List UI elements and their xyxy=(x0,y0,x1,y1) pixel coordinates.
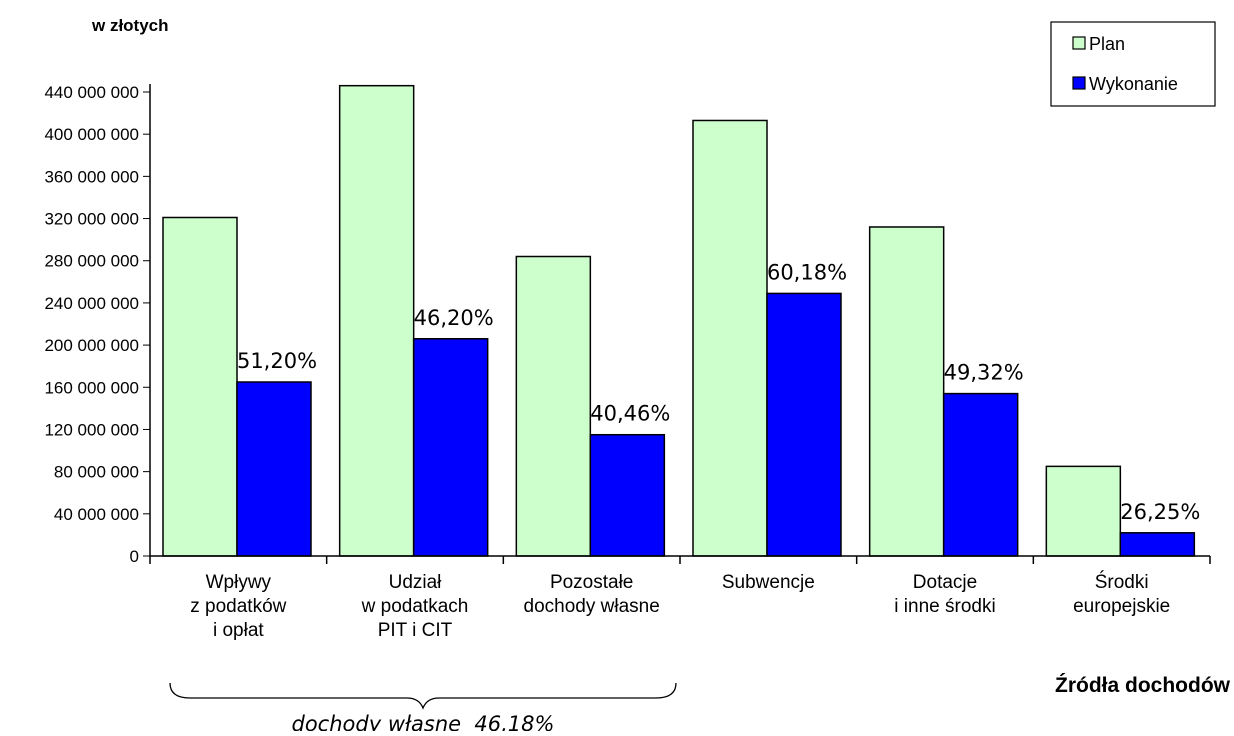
legend-label: Plan xyxy=(1089,34,1125,54)
legend-swatch xyxy=(1072,36,1086,50)
y-tick-label: 240 000 000 xyxy=(44,294,139,313)
wykonanie-bar xyxy=(412,338,489,557)
x-axis-title: Źródła dochodów xyxy=(1055,674,1231,697)
category-label-line: Subwencje xyxy=(722,572,815,593)
category-label-line: Pozostałe xyxy=(550,572,633,593)
wykonanie-bar xyxy=(1119,532,1196,557)
y-tick-label: 160 000 000 xyxy=(44,378,139,397)
wykonanie-bar xyxy=(766,292,842,557)
bars xyxy=(162,84,1196,557)
data-labels: 51,20% 46,20% 40,46% 60,18% 49,32% 26,25% xyxy=(237,260,1200,523)
category-label-line: PIT i CIT xyxy=(378,620,453,641)
plan-bar xyxy=(162,216,238,557)
y-tick-label: 320 000 000 xyxy=(44,210,139,229)
category-label: Subwencje xyxy=(722,572,815,593)
group-label: dochody własne 46,18% xyxy=(292,712,555,731)
data-label: 49,32% xyxy=(944,361,1024,385)
category-label-line: Udział xyxy=(389,572,443,593)
unit-label: w złotych xyxy=(91,16,169,35)
plan-bar xyxy=(515,255,592,557)
category-label: Udział w podatkach PIT i CIT xyxy=(361,572,469,641)
data-label: 40,46% xyxy=(590,402,670,426)
y-tick-label: 280 000 000 xyxy=(44,252,139,271)
category-label: Środki europejskie xyxy=(1073,571,1170,617)
category-label-line: Wpływy xyxy=(206,572,272,593)
y-tick-label: 360 000 000 xyxy=(44,167,139,186)
y-tick-label: 40 000 000 xyxy=(54,505,139,524)
category-label-line: z podatków xyxy=(190,596,286,617)
y-tick-label: 120 000 000 xyxy=(44,420,139,439)
category-label-line: Środki xyxy=(1095,571,1149,593)
data-label: 46,20% xyxy=(414,306,494,330)
legend: Plan Wykonanie xyxy=(1050,21,1216,107)
group-brace: dochody własne 46,18% xyxy=(169,682,677,736)
data-label: 51,20% xyxy=(237,349,317,373)
category-label-line: europejskie xyxy=(1073,596,1170,617)
wykonanie-bar xyxy=(236,381,312,557)
category-label-line: w podatkach xyxy=(361,596,469,617)
y-tick-label: 80 000 000 xyxy=(54,463,139,482)
wykonanie-bar xyxy=(589,433,666,557)
y-tick-label: 440 000 000 xyxy=(44,83,139,102)
category-label: Pozostałe dochody własne xyxy=(524,572,660,617)
data-label: 26,25% xyxy=(1120,500,1200,524)
group-brace-shape xyxy=(169,682,677,710)
category-label-line: i opłat xyxy=(213,620,264,641)
legend-label: Wykonanie xyxy=(1089,74,1178,94)
plan-bar xyxy=(338,84,415,557)
category-label-line: Dotacje xyxy=(913,572,977,593)
y-tick-label: 0 xyxy=(130,547,139,566)
data-label: 60,18% xyxy=(767,260,847,284)
wykonanie-bar xyxy=(942,392,1019,557)
category-label: Wpływy z podatków i opłat xyxy=(190,572,286,641)
legend-swatch xyxy=(1072,76,1086,90)
legend-box xyxy=(1050,21,1216,107)
y-tick-label: 400 000 000 xyxy=(44,125,139,144)
y-tick-label: 200 000 000 xyxy=(44,336,139,355)
category-labels: Wpływy z podatków i opłat Udział w podatkach… xyxy=(190,571,1170,641)
plan-bar xyxy=(692,119,768,557)
category-label: Dotacje i inne środki xyxy=(894,572,995,617)
plan-bar xyxy=(1045,465,1122,557)
category-label-line: i inne środki xyxy=(894,596,995,617)
plan-bar xyxy=(868,226,945,557)
y-axis-ticks: 0 40 000 000 80 000 000 120 000 000 160 000 … xyxy=(44,83,150,566)
category-label-line: dochody własne xyxy=(524,596,660,617)
axes xyxy=(149,84,1211,564)
